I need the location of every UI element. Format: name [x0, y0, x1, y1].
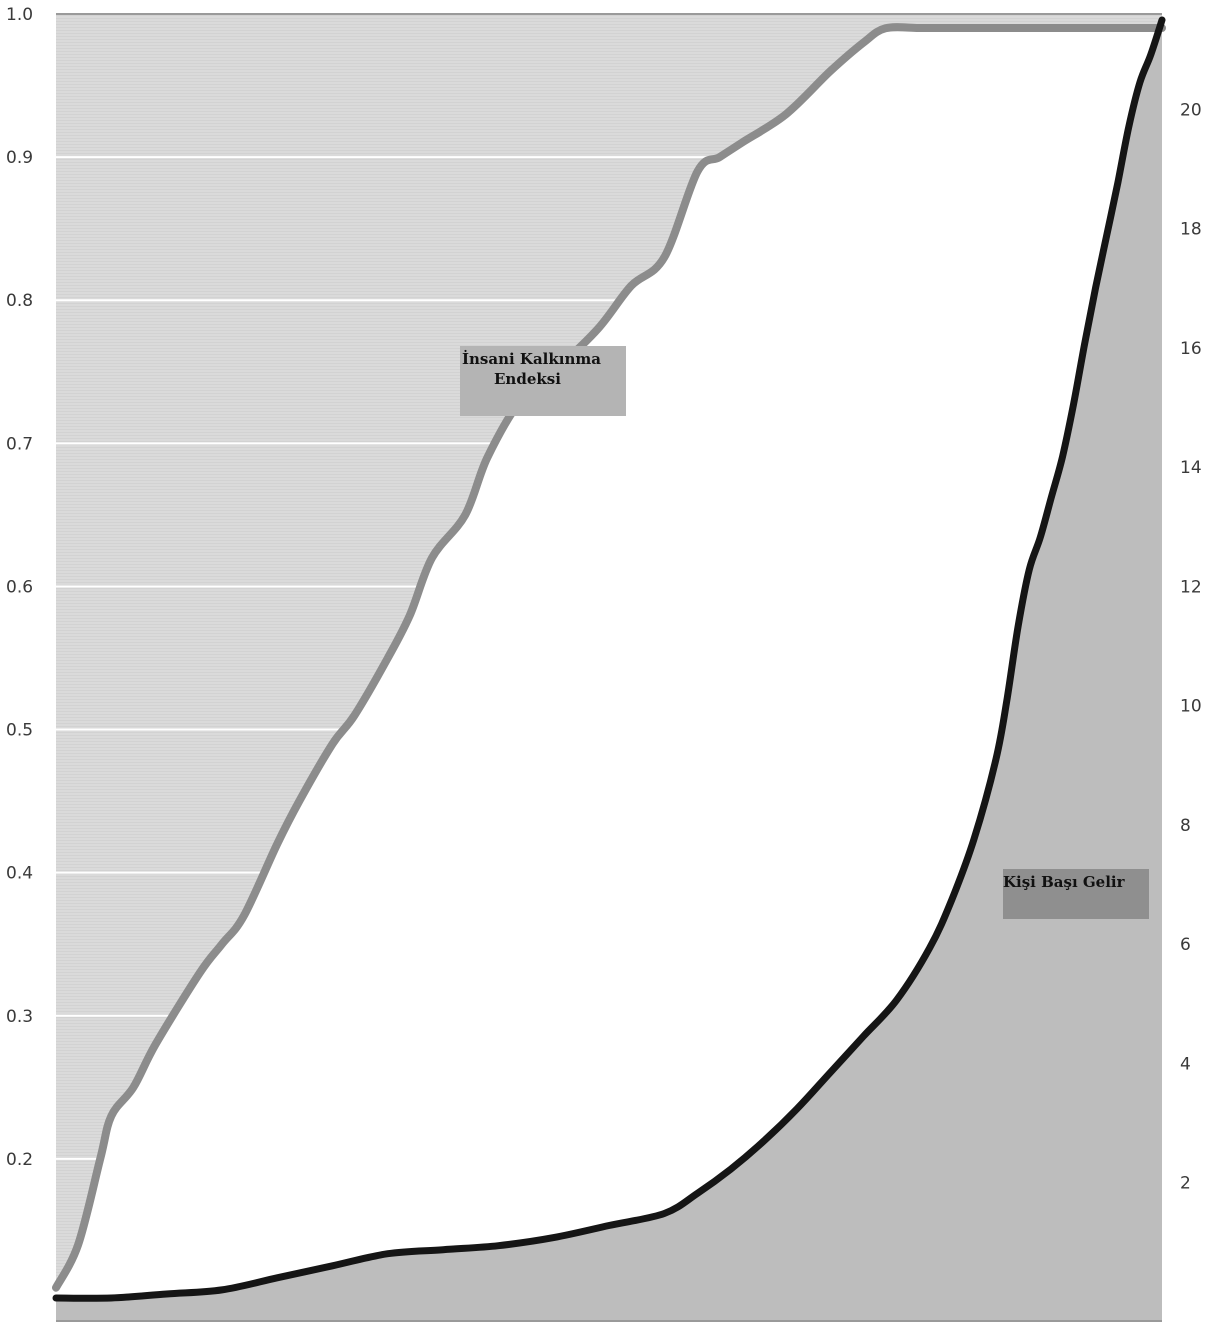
left-tick-label-6: 0.8: [6, 291, 33, 311]
area-below-income: [56, 20, 1162, 1321]
right-tick-label-3: 8: [1180, 816, 1191, 836]
series-label-hdi-line-1: Endeksi: [494, 370, 561, 388]
left-axis-ticks: 0.2 0.3 0.4 0.5 0.6 0.7 0.8 0.9 1.0: [6, 5, 33, 1170]
left-tick-label-4: 0.6: [6, 577, 33, 597]
series-label-hdi-line-0: İnsani Kalkınma: [462, 349, 601, 368]
left-tick-label-0: 0.2: [6, 1150, 33, 1170]
left-tick-label-1: 0.3: [6, 1007, 33, 1027]
right-tick-label-1: 4: [1180, 1054, 1191, 1074]
series-label-income: Kişi Başı Gelir: [1003, 869, 1149, 919]
series-labels: İnsani Kalkınma Endeksi Kişi Başı Gelir: [460, 346, 1149, 919]
left-tick-label-3: 0.5: [6, 721, 33, 741]
right-tick-label-4: 10: [1180, 697, 1202, 717]
series-label-hdi: İnsani Kalkınma Endeksi: [460, 346, 626, 416]
series-label-income-line-0: Kişi Başı Gelir: [1003, 873, 1126, 891]
left-tick-label-8: 1.0: [6, 5, 33, 25]
series-line-income: [52, 16, 1166, 1302]
band-between-series: [56, 20, 1162, 1299]
series-label-hdi-box: [460, 346, 626, 416]
left-tick-label-7: 0.9: [6, 148, 33, 168]
left-tick-label-5: 0.7: [6, 434, 33, 454]
right-tick-label-7: 16: [1180, 339, 1202, 359]
right-tick-label-6: 14: [1180, 458, 1202, 478]
right-tick-label-2: 6: [1180, 935, 1191, 955]
left-tick-label-2: 0.4: [6, 864, 33, 884]
right-tick-label-5: 12: [1180, 577, 1202, 597]
right-axis-ticks: 2 4 6 8 10 12 14 16 18 20: [1180, 100, 1202, 1193]
right-tick-label-9: 20: [1180, 100, 1202, 120]
series-label-income-box: [1003, 869, 1149, 919]
right-tick-label-0: 2: [1180, 1174, 1191, 1194]
right-tick-label-8: 18: [1180, 220, 1202, 240]
